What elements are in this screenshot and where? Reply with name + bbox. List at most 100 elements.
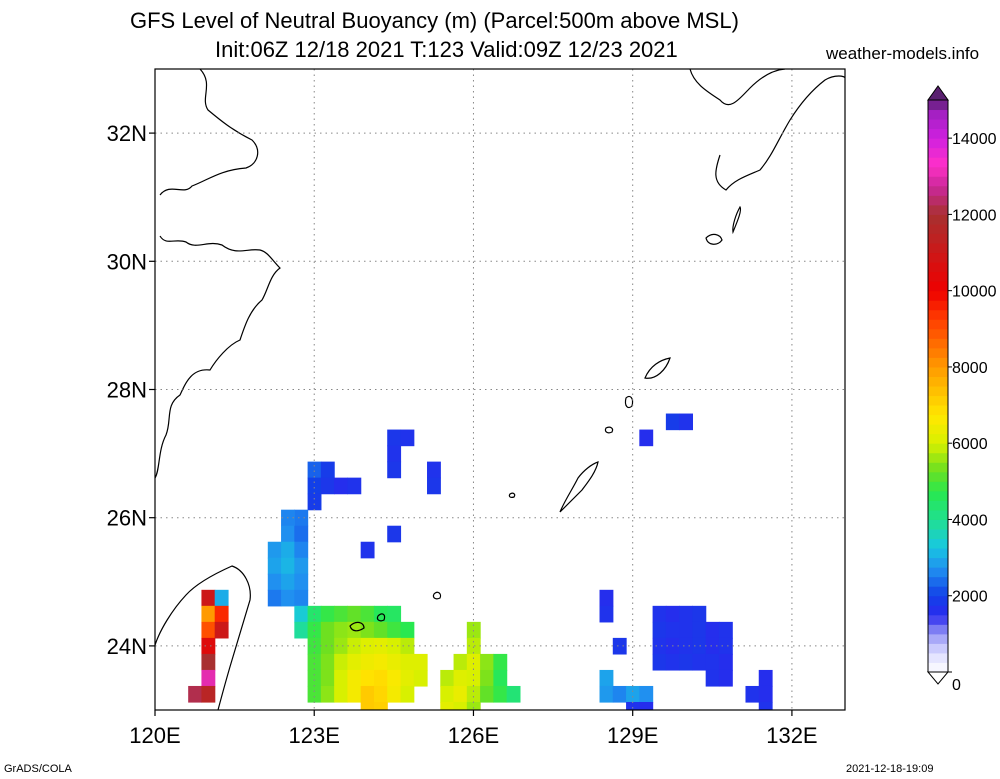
y-tick-label: 24N — [107, 634, 147, 659]
field-cell — [320, 477, 335, 495]
field-cell — [360, 541, 375, 559]
colorbar-segment — [928, 576, 948, 587]
colorbar-bottom-arrow — [926, 671, 950, 685]
colorbar-segment — [928, 195, 948, 206]
field-cell — [466, 685, 481, 703]
field-cell — [440, 685, 455, 703]
field-cell — [400, 621, 415, 639]
colorbar-segment — [928, 166, 948, 177]
field-cell — [692, 605, 707, 623]
gridlines — [154, 69, 845, 710]
field-cell — [373, 653, 388, 671]
chart-title: GFS Level of Neutral Buoyancy (m) (Parce… — [130, 8, 739, 33]
field-cell — [626, 685, 640, 703]
field-cell — [758, 685, 773, 703]
field-cell — [626, 701, 640, 710]
colorbar-segment — [928, 204, 948, 215]
field-cell — [692, 637, 707, 655]
field-cell — [400, 429, 415, 447]
field-cell — [400, 669, 415, 687]
x-tick-label: 126E — [448, 723, 499, 748]
field-cell — [679, 621, 694, 639]
field-cell — [294, 509, 309, 527]
colorbar-segment — [928, 643, 948, 654]
field-cell — [387, 653, 402, 671]
field-cell — [387, 525, 402, 543]
field-cell — [639, 685, 654, 703]
field-cell — [307, 461, 322, 479]
field-cell — [705, 621, 720, 639]
colorbar-frame — [927, 99, 949, 673]
colorbar-segment — [928, 157, 948, 168]
colorbar-segment — [928, 414, 948, 425]
field-cell — [440, 669, 455, 687]
field-cell — [612, 685, 627, 703]
colorbar-label: 8000 — [952, 360, 988, 377]
colorbar-segment — [928, 214, 948, 225]
field-cell — [334, 685, 349, 703]
x-tick-label: 129E — [607, 723, 658, 748]
field-cell — [493, 653, 508, 671]
field-cell — [347, 477, 362, 495]
field-cell — [453, 653, 468, 671]
colorbar-segment — [928, 462, 948, 473]
footer-timestamp: 2021-12-18-19:09 — [846, 763, 934, 775]
colorbar-segment — [928, 233, 948, 244]
field-cell — [453, 685, 468, 703]
field-cell — [320, 669, 335, 687]
field-cell — [480, 653, 494, 671]
colorbar-segment — [928, 386, 948, 397]
colorbar-segment — [928, 347, 948, 358]
field-cell — [307, 669, 322, 687]
field-cell — [639, 429, 654, 447]
field-cell — [307, 653, 322, 671]
field-cell — [201, 605, 216, 623]
field-cell — [267, 573, 282, 591]
colorbar-segment — [928, 271, 948, 282]
colorbar-segment — [928, 481, 948, 492]
field-cell — [413, 653, 428, 671]
colorbar-segment — [928, 405, 948, 416]
colorbar-label: 12000 — [952, 207, 997, 224]
field-cell — [705, 669, 720, 687]
field-cell — [718, 621, 733, 639]
colorbar-segment — [928, 605, 948, 616]
colorbar-segment — [928, 490, 948, 501]
field-cell — [466, 669, 481, 687]
field-cell — [599, 605, 614, 623]
colorbar-segment — [928, 290, 948, 301]
axis-ticks: 120E 123E 126E 129E 132E 24N 26N 28N 30N 32N — [107, 121, 818, 748]
colorbar-segment — [928, 662, 948, 673]
colorbar-segment — [928, 424, 948, 435]
field-cell — [360, 605, 375, 623]
field-cell — [347, 685, 362, 703]
colorbar-segment — [928, 471, 948, 482]
field-cell — [413, 669, 428, 687]
field-cell — [373, 685, 388, 703]
buoyancy-field — [188, 413, 773, 710]
colorbar-segment — [928, 595, 948, 606]
field-cell — [665, 605, 680, 623]
colorbar-segment — [928, 443, 948, 454]
field-cell — [466, 701, 481, 710]
field-cell — [705, 653, 720, 671]
colorbar-segment — [928, 652, 948, 663]
field-cell — [652, 605, 667, 623]
coastline-kyushu — [689, 69, 845, 191]
field-cell — [294, 525, 309, 543]
site-credit: weather-models.info — [826, 44, 980, 63]
colorbar-segment — [928, 147, 948, 158]
colorbar-segment — [928, 109, 948, 120]
colorbar-segment — [928, 138, 948, 149]
colorbar-segment — [928, 319, 948, 330]
field-cell — [267, 557, 282, 575]
colorbar-segment — [928, 223, 948, 234]
field-cell — [373, 669, 388, 687]
colorbar-segment — [928, 509, 948, 520]
island-okinoerabu — [604, 426, 614, 434]
colorbar-segment — [928, 338, 948, 349]
field-cell — [453, 669, 468, 687]
field-cell — [294, 541, 309, 559]
field-cell — [652, 637, 667, 655]
